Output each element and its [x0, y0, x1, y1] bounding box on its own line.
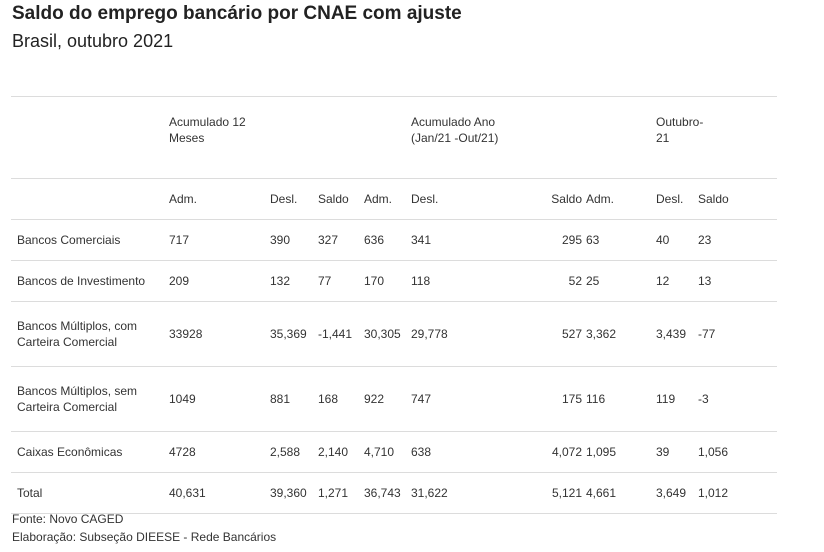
- chart-title: Saldo do emprego bancário por CNAE com a…: [12, 3, 462, 24]
- table-cell: 175: [507, 366, 586, 432]
- table-cell: 33928: [169, 301, 270, 367]
- table-cell: 30,305: [364, 301, 411, 367]
- table-cell: 40,631: [169, 472, 270, 514]
- subcolumn-header: Desl.: [270, 178, 318, 220]
- table-cell: 638: [411, 431, 507, 473]
- row-label: Bancos Múltiplos, com Carteira Comercial: [11, 301, 169, 367]
- table-cell: 12: [656, 260, 698, 302]
- table-cell: 341: [411, 219, 507, 261]
- table-cell: 327: [318, 219, 364, 261]
- row-label: Total: [11, 472, 169, 514]
- table-cell: 4,661: [586, 472, 656, 514]
- column-group-header: Acumulado 12 Meses: [169, 96, 411, 179]
- subcolumn-header: Saldo: [318, 178, 364, 220]
- table-cell: 52: [507, 260, 586, 302]
- row-label: Bancos Múltiplos, sem Carteira Comercial: [11, 366, 169, 432]
- table-cell: 4,072: [507, 431, 586, 473]
- table-row: Bancos Múltiplos, com Carteira Comercial…: [11, 301, 777, 367]
- row-label: Bancos de Investimento: [11, 260, 169, 302]
- table-cell: 4,710: [364, 431, 411, 473]
- table-row: Bancos de Investimento 209 132 77 170 11…: [11, 260, 777, 302]
- table-cell: 881: [270, 366, 318, 432]
- table-cell: 390: [270, 219, 318, 261]
- table-cell: 5,121: [507, 472, 586, 514]
- table-cell: 132: [270, 260, 318, 302]
- table-cell: -1,441: [318, 301, 364, 367]
- table-cell: 25: [586, 260, 656, 302]
- subcolumn-header: Saldo: [507, 178, 586, 220]
- table-cell: 13: [698, 260, 777, 302]
- table-cell: 2,588: [270, 431, 318, 473]
- table-cell: 747: [411, 366, 507, 432]
- row-label: Caixas Econômicas: [11, 431, 169, 473]
- table-cell: 77: [318, 260, 364, 302]
- table-cell: 1,095: [586, 431, 656, 473]
- table-cell: 23: [698, 219, 777, 261]
- column-group-row: Acumulado 12 Meses Acumulado Ano (Jan/21…: [11, 96, 777, 179]
- chart-subtitle: Brasil, outubro 2021: [12, 31, 174, 51]
- table-row-total: Total 40,631 39,360 1,271 36,743 31,622 …: [11, 472, 777, 514]
- table-cell: 36,743: [364, 472, 411, 514]
- table-cell: 119: [656, 366, 698, 432]
- subcolumn-row: Adm. Desl. Saldo Adm. Desl. Saldo Adm. D…: [11, 178, 777, 220]
- subcolumn-header: Adm.: [364, 178, 411, 220]
- elaboration-note: Elaboração: Subseção DIEESE - Rede Bancá…: [12, 530, 277, 544]
- table-cell: 168: [318, 366, 364, 432]
- data-table: Acumulado 12 Meses Acumulado Ano (Jan/21…: [11, 96, 777, 514]
- table-cell: 39: [656, 431, 698, 473]
- corner-cell: [11, 178, 169, 220]
- table-row: Bancos Múltiplos, sem Carteira Comercial…: [11, 366, 777, 432]
- table-cell: 3,649: [656, 472, 698, 514]
- table-cell: 3,439: [656, 301, 698, 367]
- table-cell: 209: [169, 260, 270, 302]
- table-cell: 1049: [169, 366, 270, 432]
- corner-cell: [11, 96, 169, 179]
- table-cell: 29,778: [411, 301, 507, 367]
- table-cell: 295: [507, 219, 586, 261]
- subcolumn-header: Desl.: [656, 178, 698, 220]
- table-cell: 31,622: [411, 472, 507, 514]
- table-cell: 2,140: [318, 431, 364, 473]
- table-row: Caixas Econômicas 4728 2,588 2,140 4,710…: [11, 431, 777, 473]
- table-cell: 118: [411, 260, 507, 302]
- table-cell: 1,012: [698, 472, 777, 514]
- table-cell: 1,056: [698, 431, 777, 473]
- table-cell: 4728: [169, 431, 270, 473]
- table-cell: 40: [656, 219, 698, 261]
- table-cell: 3,362: [586, 301, 656, 367]
- subcolumn-header: Saldo: [698, 178, 777, 220]
- table-cell: 39,360: [270, 472, 318, 514]
- table-cell: 717: [169, 219, 270, 261]
- column-group-header: Outubro-21: [656, 96, 777, 179]
- column-group-header: Acumulado Ano (Jan/21 -Out/21): [411, 96, 656, 179]
- table-cell: 527: [507, 301, 586, 367]
- subcolumn-header: Desl.: [411, 178, 507, 220]
- table-cell: 922: [364, 366, 411, 432]
- table-cell: 170: [364, 260, 411, 302]
- table-cell: -77: [698, 301, 777, 367]
- row-label: Bancos Comerciais: [11, 219, 169, 261]
- table-row: Bancos Comerciais 717 390 327 636 341 29…: [11, 219, 777, 261]
- table-cell: 116: [586, 366, 656, 432]
- table-cell: 63: [586, 219, 656, 261]
- table-cell: 636: [364, 219, 411, 261]
- subcolumn-header: Adm.: [169, 178, 270, 220]
- table-cell: 35,369: [270, 301, 318, 367]
- table-cell: 1,271: [318, 472, 364, 514]
- subcolumn-header: Adm.: [586, 178, 656, 220]
- table-cell: -3: [698, 366, 777, 432]
- source-note: Fonte: Novo CAGED: [12, 512, 124, 526]
